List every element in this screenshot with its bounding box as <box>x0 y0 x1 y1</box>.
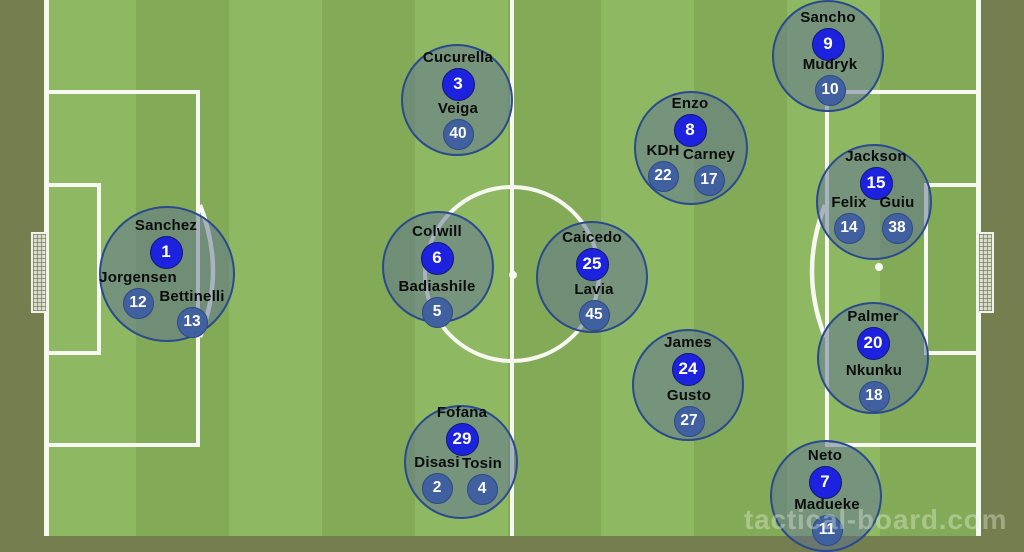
player-token-bettinelli[interactable]: Bettinelli 13 <box>159 288 224 338</box>
player-name: Colwill <box>412 222 462 240</box>
player-token-carney[interactable]: Carney 17 <box>683 146 735 196</box>
player-number-chip: 38 <box>881 212 913 244</box>
player-number-chip: 11 <box>811 514 843 546</box>
player-token-disasi[interactable]: Disasi 2 <box>414 454 460 504</box>
player-token-tosin[interactable]: Tosin 4 <box>462 455 502 505</box>
player-name: Palmer <box>847 307 899 325</box>
player-number-chip: 3 <box>441 67 475 101</box>
player-number-chip: 12 <box>122 287 154 319</box>
player-token-felix[interactable]: Felix 14 <box>831 194 866 244</box>
player-name: Tosin <box>462 454 502 472</box>
player-token-james[interactable]: James 24 <box>664 334 712 386</box>
player-number-chip: 6 <box>420 241 454 275</box>
player-token-gusto[interactable]: Gusto 27 <box>667 387 711 437</box>
player-number-chip: 1 <box>149 235 183 269</box>
player-number-chip: 20 <box>856 326 890 360</box>
player-token-palmer[interactable]: Palmer 20 <box>847 308 898 360</box>
player-token-caicedo[interactable]: Caicedo 25 <box>562 229 622 281</box>
player-number-chip: 17 <box>693 164 725 196</box>
player-token-jorgensen[interactable]: Jorgensen 12 <box>99 269 177 319</box>
player-cluster-defence-bottom[interactable] <box>404 405 518 519</box>
player-number-chip: 45 <box>578 299 610 331</box>
player-name: Sancho <box>800 8 856 26</box>
goal-net-right <box>977 232 994 313</box>
player-name: Mudryk <box>802 55 858 73</box>
player-token-nkunku[interactable]: Nkunku 18 <box>846 362 902 412</box>
player-token-sancho[interactable]: Sancho 9 <box>800 9 855 61</box>
player-name: Cucurella <box>422 48 494 66</box>
penalty-area-right <box>825 90 981 447</box>
player-token-veiga[interactable]: Veiga 40 <box>438 100 478 150</box>
player-name: Felix <box>831 193 867 211</box>
six-yard-box-right <box>924 183 981 355</box>
player-name: Fofana <box>436 403 488 421</box>
player-name: Nkunku <box>845 361 903 379</box>
player-name: Lavia <box>574 280 614 298</box>
player-number-chip: 22 <box>647 160 679 192</box>
player-token-madueke[interactable]: Madueke 11 <box>794 496 860 546</box>
player-token-guiu[interactable]: Guiu 38 <box>880 194 914 244</box>
centre-spot <box>509 271 517 279</box>
player-number-chip: 27 <box>673 405 705 437</box>
player-token-sanchez[interactable]: Sanchez 1 <box>135 217 197 269</box>
player-number-chip: 14 <box>833 212 865 244</box>
player-name: Gusto <box>666 386 712 404</box>
player-token-enzo[interactable]: Enzo 8 <box>672 95 708 147</box>
player-token-cucurella[interactable]: Cucurella 3 <box>423 49 493 101</box>
player-name: Bettinelli <box>159 287 225 305</box>
player-token-badiashile[interactable]: Badiashile 5 <box>398 278 475 328</box>
player-name: Guiu <box>879 193 915 211</box>
player-number-chip: 2 <box>421 472 453 504</box>
goal-net-left <box>31 232 48 313</box>
player-token-colwill[interactable]: Colwill 6 <box>412 223 462 275</box>
player-token-kdh[interactable]: KDH 22 <box>646 142 679 192</box>
player-number-chip: 4 <box>466 473 498 505</box>
player-number-chip: 15 <box>859 166 893 200</box>
player-number-chip: 8 <box>673 113 707 147</box>
player-name: Carney <box>682 145 736 163</box>
player-name: Caicedo <box>562 228 622 246</box>
player-name: James <box>664 333 712 351</box>
player-number-chip: 25 <box>575 247 609 281</box>
player-number-chip: 9 <box>811 27 845 61</box>
player-number-chip: 13 <box>176 306 208 338</box>
player-name: Jackson <box>845 147 907 165</box>
player-cluster-striker[interactable] <box>816 144 932 260</box>
player-token-neto[interactable]: Neto 7 <box>808 447 842 499</box>
player-token-mudryk[interactable]: Mudryk 10 <box>803 56 857 106</box>
player-name: Enzo <box>671 94 709 112</box>
player-number-chip: 5 <box>421 296 453 328</box>
player-name: Disasi <box>414 453 460 471</box>
player-name: KDH <box>646 141 680 159</box>
player-number-chip: 10 <box>814 74 846 106</box>
player-name: Madueke <box>794 495 860 513</box>
player-token-fofana[interactable]: Fofana 29 <box>437 404 487 456</box>
player-name: Badiashile <box>398 277 476 295</box>
player-cluster-goalkeeper[interactable] <box>99 206 235 342</box>
player-number-chip: 18 <box>858 380 890 412</box>
player-name: Neto <box>807 446 843 464</box>
player-number-chip: 24 <box>671 352 705 386</box>
player-number-chip: 40 <box>442 118 474 150</box>
tactics-board: { "watermark": "tactical-board.com", "co… <box>31 0 1007 552</box>
player-number-chip: 29 <box>445 422 479 456</box>
penalty-spot-right <box>875 263 883 271</box>
player-number-chip: 7 <box>808 465 842 499</box>
player-token-lavia[interactable]: Lavia 45 <box>574 281 613 331</box>
player-token-jackson[interactable]: Jackson 15 <box>845 148 907 200</box>
player-name: Jorgensen <box>99 268 177 286</box>
player-name: Sanchez <box>134 216 198 234</box>
player-name: Veiga <box>437 99 479 117</box>
